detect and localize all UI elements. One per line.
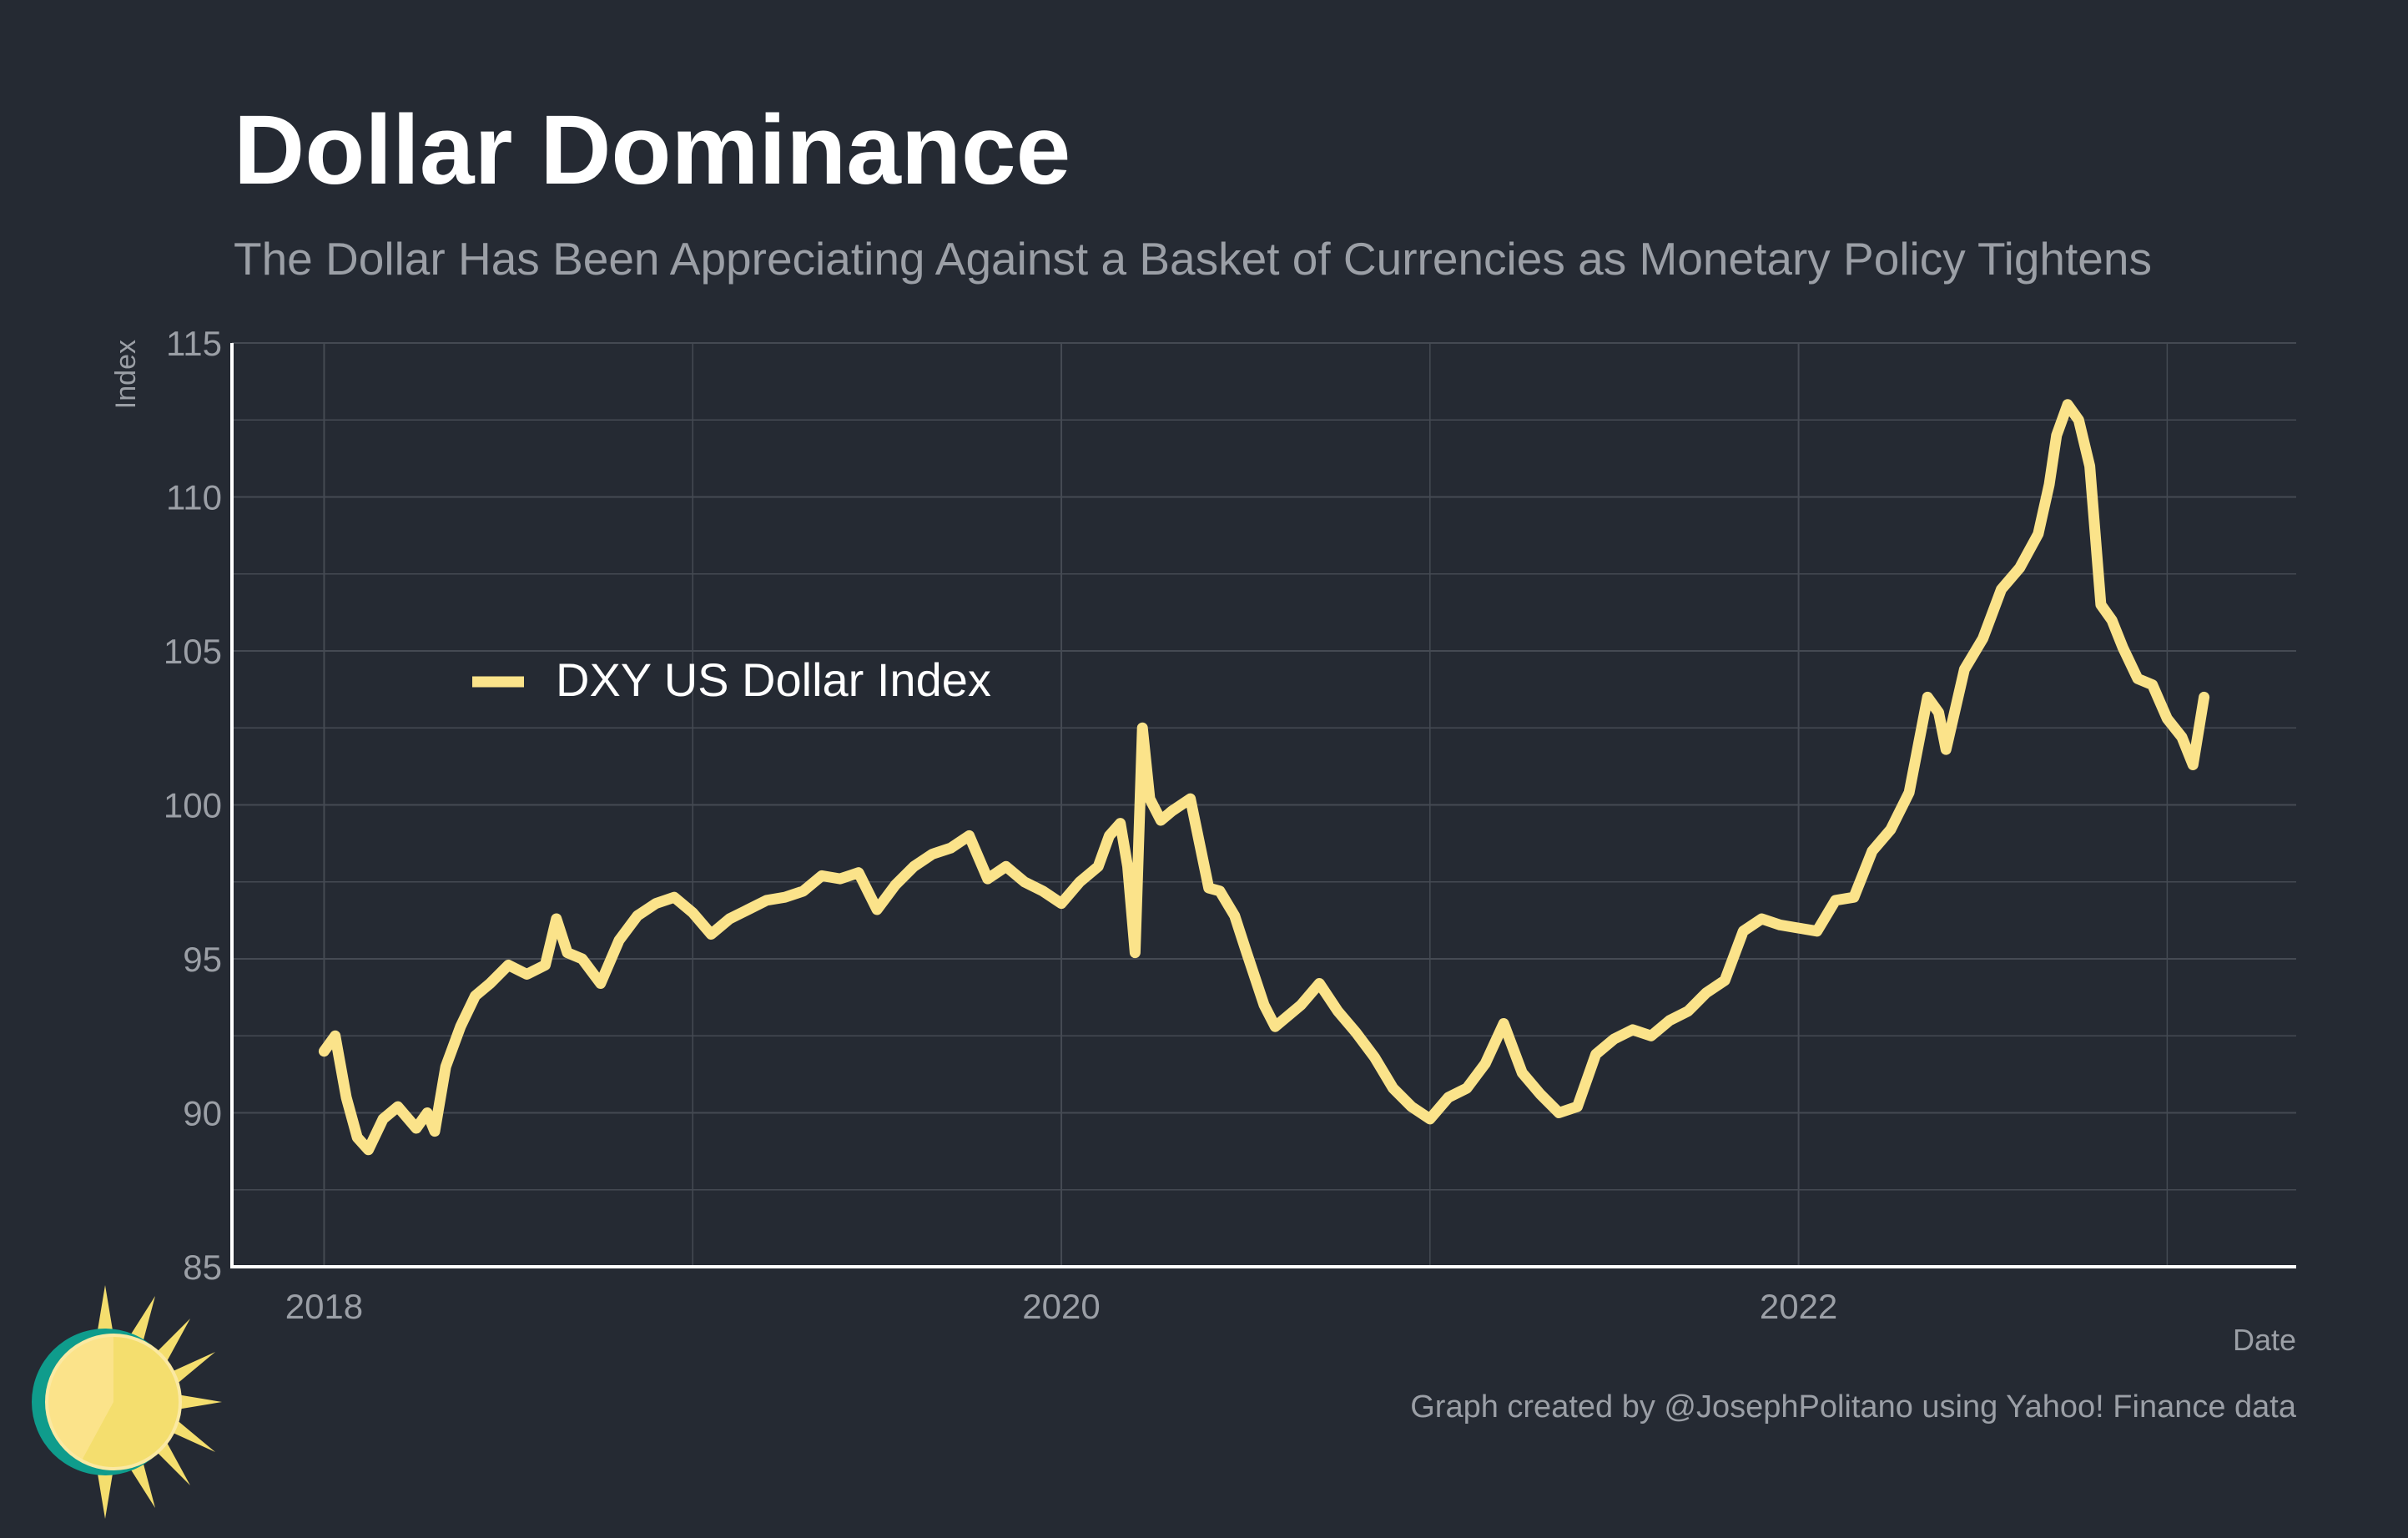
x-tick-label: 2020	[1022, 1287, 1100, 1326]
chart-subtitle: The Dollar Has Been Appreciating Against…	[234, 233, 2152, 285]
sun-logo-icon	[32, 1285, 222, 1519]
y-tick-label: 110	[166, 478, 222, 517]
y-tick-label: 100	[164, 786, 222, 825]
x-axis-title: Date	[2233, 1323, 2296, 1357]
y-tick-label: 105	[164, 632, 222, 671]
series-line	[318, 399, 2210, 1156]
legend-label: DXY US Dollar Index	[556, 653, 991, 706]
y-axis-title: Index	[110, 340, 142, 409]
y-tick-label: 90	[183, 1094, 222, 1133]
y-tick-label: 85	[183, 1248, 222, 1287]
chart-title: Dollar Dominance	[234, 95, 1071, 205]
x-tick-label: 2018	[285, 1287, 363, 1326]
y-tick-label: 115	[166, 324, 222, 363]
source-credit: Graph created by @JosephPolitano using Y…	[1410, 1389, 2296, 1425]
x-tick-label: 2022	[1760, 1287, 1837, 1326]
y-tick-label: 95	[183, 940, 222, 979]
